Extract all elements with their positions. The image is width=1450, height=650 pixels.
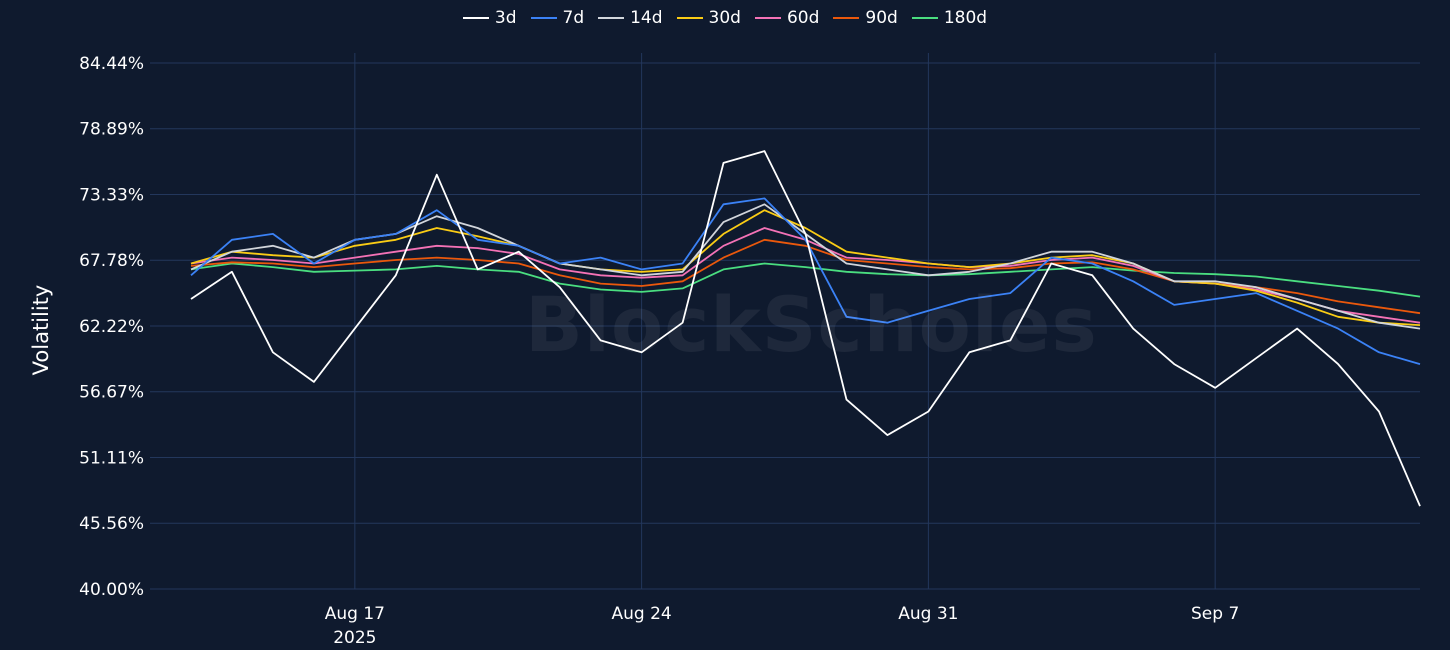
series-line-180d	[190, 262, 1421, 298]
y-tick-label: 51.11%	[79, 449, 144, 469]
legend-swatch	[530, 17, 557, 19]
y-tick-label: 78.89%	[79, 120, 144, 140]
series-line-30d	[190, 209, 1421, 326]
watermark: BlockScholes	[525, 280, 1098, 369]
legend-item-180d[interactable]: 180d	[911, 8, 988, 28]
legend-item-14d[interactable]: 14d	[598, 8, 663, 28]
y-tick-label: 62.22%	[79, 317, 144, 337]
y-tick-label: 67.78%	[79, 251, 144, 271]
y-tick-label: 73.33%	[79, 186, 144, 206]
legend-swatch	[462, 17, 489, 19]
legend-label: 90d	[865, 8, 898, 28]
legend-item-3d[interactable]: 3d	[462, 8, 517, 28]
legend-item-7d[interactable]: 7d	[530, 8, 585, 28]
legend-label: 60d	[786, 8, 820, 28]
y-tick-label: 56.67%	[79, 383, 144, 403]
x-tick-label: Aug 24	[611, 604, 671, 624]
legend-swatch	[598, 17, 625, 19]
legend-swatch	[833, 17, 860, 19]
legend-swatch	[911, 17, 938, 19]
y-tick-label: 45.56%	[79, 514, 144, 534]
y-axis-title: Volatility	[29, 285, 53, 376]
legend-item-30d[interactable]: 30d	[676, 8, 741, 28]
x-tick-sublabel: 2025	[333, 628, 376, 648]
chart-legend: 3d 7d 14d 30d 60d 90d 180d	[0, 8, 1450, 28]
x-tick-label: Sep 7	[1191, 604, 1239, 624]
legend-label: 7d	[562, 8, 585, 28]
series-line-3d	[190, 150, 1421, 507]
legend-label: 180d	[943, 8, 988, 28]
legend-swatch	[676, 17, 703, 19]
series-line-7d	[190, 197, 1421, 365]
legend-item-60d[interactable]: 60d	[754, 8, 820, 28]
legend-swatch	[754, 17, 781, 19]
y-tick-label: 40.00%	[79, 580, 144, 600]
legend-item-90d[interactable]: 90d	[833, 8, 898, 28]
legend-label: 3d	[494, 8, 517, 28]
x-tick-label: Aug 31	[898, 604, 958, 624]
legend-label: 30d	[708, 8, 741, 28]
y-tick-label: 84.44%	[79, 54, 144, 74]
legend-label: 14d	[630, 8, 663, 28]
x-tick-label: Aug 17	[325, 604, 385, 624]
